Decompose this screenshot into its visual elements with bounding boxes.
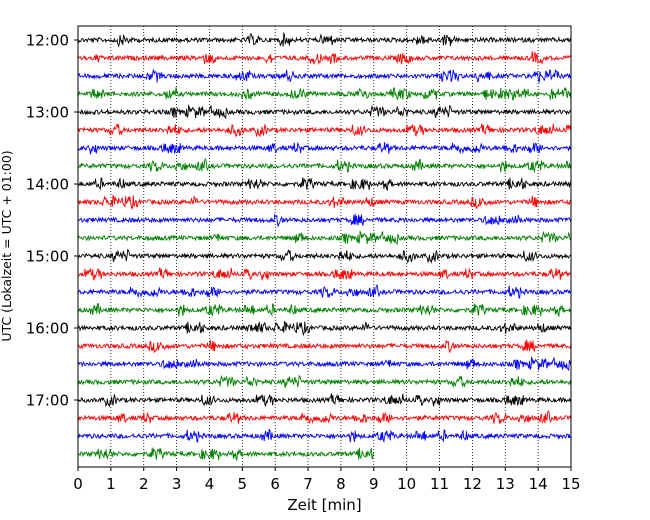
y-tick-label-12:00: 12:00 xyxy=(26,32,69,50)
y-tick-label-14:00: 14:00 xyxy=(26,176,69,194)
trace-1700 xyxy=(77,393,572,408)
y-tick-label-17:00: 17:00 xyxy=(26,392,69,410)
x-tick-label-10: 10 xyxy=(397,475,416,493)
x-tick-label-4: 4 xyxy=(205,475,215,493)
x-tick-label-14: 14 xyxy=(529,475,548,493)
y-axis-title: UTC (Lokalzeit = UTC + 01:00) xyxy=(0,150,14,341)
x-tick-label-5: 5 xyxy=(238,475,248,493)
x-tick-label-0: 0 xyxy=(73,475,83,493)
trace-1745 xyxy=(77,447,374,462)
trace-1315 xyxy=(77,123,572,138)
trace-1645 xyxy=(77,374,572,389)
x-tick-label-3: 3 xyxy=(172,475,182,493)
trace-1345 xyxy=(77,158,572,174)
seismic-traces xyxy=(77,31,572,462)
trace-1245 xyxy=(77,86,572,101)
trace-1430 xyxy=(77,213,572,227)
y-tick-label-16:00: 16:00 xyxy=(26,320,69,338)
x-tick-label-11: 11 xyxy=(430,475,449,493)
x-tick-label-8: 8 xyxy=(336,475,346,493)
y-axis-ticks: 12:00 13:00 14:00 15:00 16:00 17:00 xyxy=(26,32,78,410)
plot-frame xyxy=(77,25,572,468)
trace-1415 xyxy=(77,194,572,211)
x-tick-label-6: 6 xyxy=(270,475,280,493)
trace-1515 xyxy=(78,267,572,281)
trace-1545 xyxy=(77,302,572,318)
x-tick-label-12: 12 xyxy=(463,475,482,493)
trace-1715 xyxy=(77,410,572,425)
x-tick-label-15: 15 xyxy=(561,475,580,493)
x-tick-label-13: 13 xyxy=(496,475,515,493)
trace-1615 xyxy=(77,339,572,354)
x-axis-title: Zeit [min] xyxy=(287,496,361,514)
x-tick-label-9: 9 xyxy=(369,475,379,493)
trace-1300 xyxy=(77,104,572,120)
trace-1330 xyxy=(77,141,572,155)
x-axis-ticks: 0 1 2 3 4 5 6 7 8 9 10 11 12 13 14 15 xyxy=(73,467,581,493)
trace-1200 xyxy=(77,31,572,48)
trace-1230 xyxy=(77,68,572,84)
y-tick-label-13:00: 13:00 xyxy=(26,104,69,122)
trace-1215 xyxy=(77,51,572,66)
trace-1730 xyxy=(77,428,571,444)
trace-1400 xyxy=(77,177,572,192)
trace-1600 xyxy=(77,320,572,337)
x-tick-label-2: 2 xyxy=(139,475,149,493)
trace-1445 xyxy=(77,230,571,246)
trace-1630 xyxy=(77,356,572,372)
y-tick-label-15:00: 15:00 xyxy=(26,248,69,266)
x-tick-label-7: 7 xyxy=(303,475,313,493)
trace-1500 xyxy=(77,248,571,264)
x-tick-label-1: 1 xyxy=(106,475,116,493)
trace-1530 xyxy=(77,284,572,299)
